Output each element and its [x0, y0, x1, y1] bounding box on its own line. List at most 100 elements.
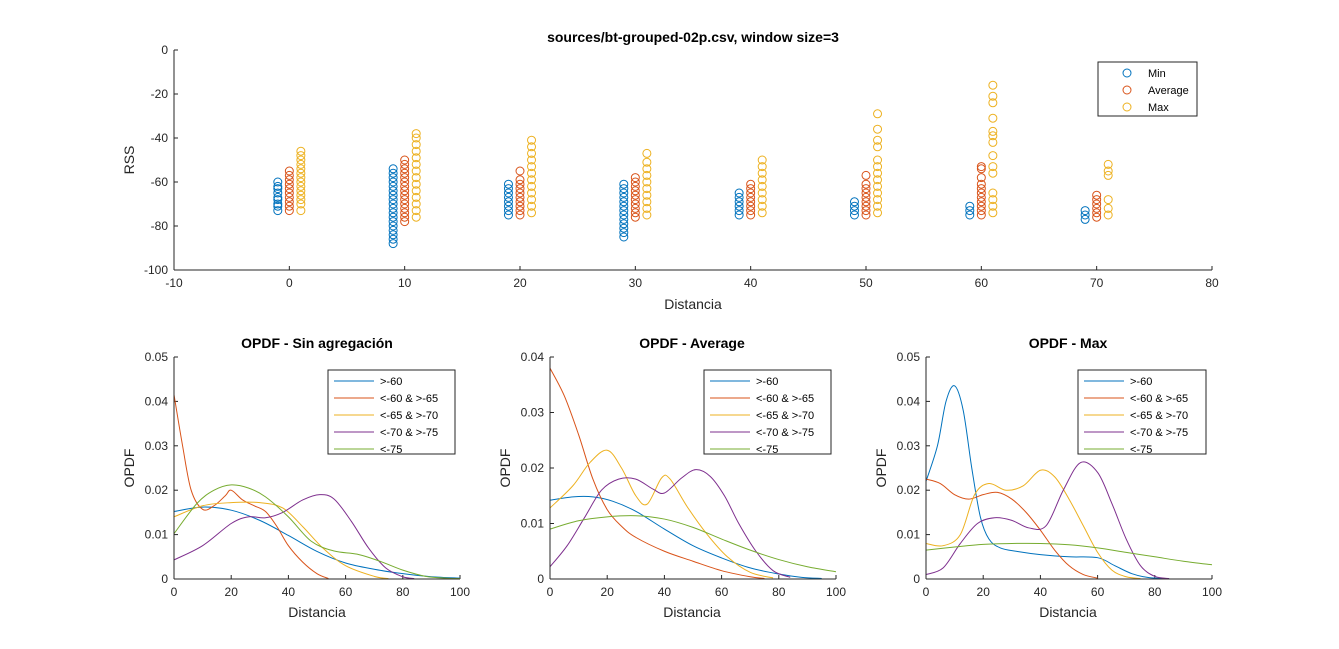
scatter-point: [988, 80, 998, 90]
scatter-chart-ylabel: RSS: [121, 146, 137, 175]
scatter-point: [411, 173, 421, 183]
scatter-point: [757, 195, 767, 205]
scatter-point: [630, 203, 640, 213]
scatter-point: [642, 148, 652, 158]
opdf-line-series: [173, 494, 415, 580]
scatter-point: [988, 91, 998, 101]
opdf-average-chart: OPDF - Average Distancia OPDF 0 20 40 60 80 1…: [497, 335, 846, 620]
scatter-point: [527, 201, 537, 211]
scatter-point: [515, 206, 525, 216]
y-tick-label: 0.03: [145, 439, 169, 453]
scatter-point: [411, 146, 421, 156]
y-tick-label: 0.04: [897, 394, 921, 408]
x-tick-label: 100: [826, 585, 846, 599]
scatter-point: [849, 210, 859, 220]
scatter-point: [296, 177, 306, 187]
scatter-point: [273, 195, 283, 205]
scatter-point: [873, 168, 883, 178]
scatter-chart-marks: [273, 80, 1113, 249]
opdf-sin-agregacion-lines: [173, 394, 461, 580]
scatter-point: [527, 148, 537, 158]
x-tick-label: 50: [859, 276, 873, 290]
scatter-point: [976, 201, 986, 211]
scatter-point: [388, 221, 398, 231]
opdf-line-series: [925, 478, 1098, 579]
scatter-point: [873, 201, 883, 211]
opdf-average-xlabel: Distancia: [663, 604, 721, 620]
scatter-point: [861, 184, 871, 194]
scatter-point: [976, 197, 986, 207]
scatter-point: [976, 162, 986, 172]
opdf-line-series: [549, 469, 791, 578]
y-tick-label: 0.05: [145, 350, 169, 364]
scatter-point: [757, 188, 767, 198]
legend-entry-label: >-60: [1130, 376, 1152, 388]
scatter-point: [630, 186, 640, 196]
opdf-max-chart: OPDF - Max Distancia OPDF 0 20 40 60 80 10000…: [873, 335, 1222, 620]
y-tick-label: 0.01: [145, 528, 169, 542]
scatter-point: [388, 181, 398, 191]
scatter-point: [1103, 203, 1113, 213]
y-tick-label: 0.02: [145, 483, 169, 497]
opdf-sin-agregacion-frame: [173, 357, 460, 580]
opdf-sin-agregacion-xlabel: Distancia: [288, 604, 346, 620]
x-tick-label: 0: [923, 585, 930, 599]
scatter-point: [630, 173, 640, 183]
scatter-point: [746, 197, 756, 207]
x-tick-label: 80: [772, 585, 786, 599]
scatter-point: [976, 210, 986, 220]
scatter-point: [873, 175, 883, 185]
scatter-point: [1092, 195, 1102, 205]
scatter-point: [411, 166, 421, 176]
scatter-point: [1092, 212, 1102, 222]
scatter-series-average: [284, 155, 1102, 227]
scatter-chart-frame: [173, 50, 1212, 271]
scatter-chart-ticks: -10 0 10 20 30 40 50 60 70 800-20-40-60-80-100: [144, 43, 1219, 290]
y-tick-label: 0.04: [145, 394, 169, 408]
opdf-sin-agregacion-ylabel: OPDF: [121, 449, 137, 488]
scatter-point: [411, 159, 421, 169]
opdf-average-frame: [549, 357, 836, 580]
opdf-line-series: [549, 515, 837, 573]
scatter-point: [503, 206, 513, 216]
scatter-point: [988, 201, 998, 211]
legend-entry-label: <-70 & >-75: [756, 427, 814, 439]
scatter-point: [746, 206, 756, 216]
scatter-chart-rss-vs-distancia: sources/bt-grouped-02p.csv, window size=…: [121, 29, 1219, 312]
scatter-point: [988, 98, 998, 108]
scatter-point: [1080, 210, 1090, 220]
x-tick-label: 0: [171, 585, 178, 599]
scatter-point: [411, 206, 421, 216]
opdf-max-title: OPDF - Max: [1029, 335, 1108, 351]
scatter-point: [619, 184, 629, 194]
scatter-point: [757, 162, 767, 172]
opdf-line-series: [925, 469, 1141, 580]
scatter-point: [296, 151, 306, 161]
scatter-point: [527, 188, 537, 198]
x-tick-label: 60: [975, 276, 989, 290]
scatter-point: [1103, 210, 1113, 220]
scatter-point: [757, 208, 767, 218]
scatter-point: [388, 225, 398, 235]
scatter-point: [273, 181, 283, 191]
scatter-point: [273, 188, 283, 198]
legend-entry-label: <-60 & >-65: [380, 393, 438, 405]
scatter-point: [296, 168, 306, 178]
opdf-average-lines: [549, 367, 837, 579]
scatter-point: [965, 201, 975, 211]
scatter-point: [503, 197, 513, 207]
scatter-point: [988, 162, 998, 172]
scatter-point: [873, 142, 883, 152]
scatter-point: [873, 109, 883, 119]
scatter-point: [411, 192, 421, 202]
opdf-max-legend: >-60 <-60 & >-65 <-65 & >-70 <-70 & >-75 <-7…: [1077, 369, 1207, 456]
scatter-point: [642, 184, 652, 194]
scatter-point: [734, 210, 744, 220]
scatter-point: [400, 203, 410, 213]
scatter-point: [400, 199, 410, 209]
scatter-point: [388, 212, 398, 222]
scatter-point: [527, 162, 537, 172]
scatter-point: [734, 206, 744, 216]
legend-entry-label: <-65 & >-70: [380, 410, 438, 422]
x-tick-label: 30: [629, 276, 643, 290]
